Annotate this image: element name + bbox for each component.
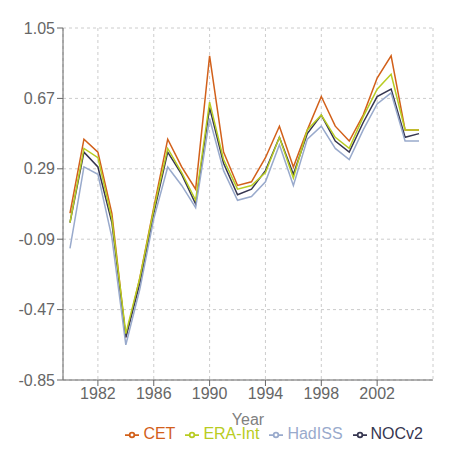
svg-text:1986: 1986 bbox=[136, 385, 172, 402]
svg-text:-0.47: -0.47 bbox=[19, 301, 56, 318]
svg-text:1.05: 1.05 bbox=[24, 20, 55, 37]
svg-text:1982: 1982 bbox=[80, 385, 116, 402]
svg-text:0.67: 0.67 bbox=[24, 90, 55, 107]
svg-text:2002: 2002 bbox=[359, 385, 395, 402]
html-text:HadISS: HadISS bbox=[287, 425, 343, 442]
svg-text:-0.09: -0.09 bbox=[19, 231, 56, 248]
svg-text:-0.85: -0.85 bbox=[19, 372, 56, 389]
svg-text:0.29: 0.29 bbox=[24, 160, 55, 177]
html-text:CET: CET bbox=[143, 425, 176, 442]
svg-text:1994: 1994 bbox=[248, 385, 284, 402]
html-text:NOCv2: NOCv2 bbox=[370, 425, 423, 442]
svg-text:1998: 1998 bbox=[304, 385, 340, 402]
svg-text:Year: Year bbox=[232, 411, 265, 428]
svg-text:1990: 1990 bbox=[192, 385, 228, 402]
html-text:ERA-Int: ERA-Int bbox=[203, 425, 260, 442]
